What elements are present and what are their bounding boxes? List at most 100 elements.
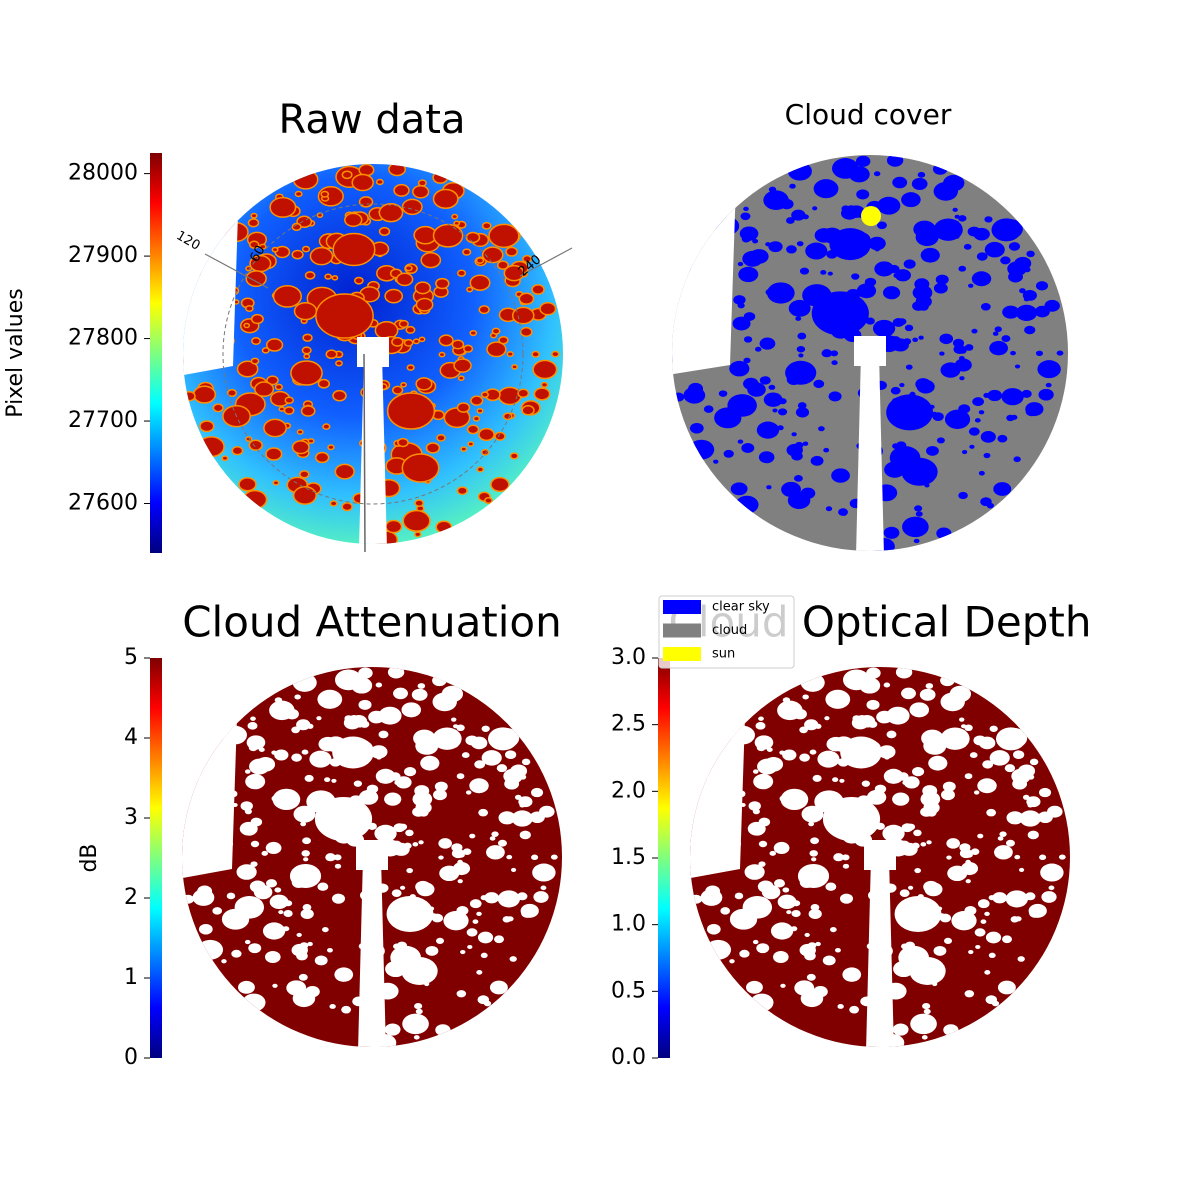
- polar-spoke: [204, 253, 269, 289]
- cloud-patch: [477, 931, 494, 944]
- cloud-patch: [741, 235, 751, 243]
- cloud-patch: [245, 270, 267, 288]
- cloud-patch: [816, 183, 824, 190]
- cloud-patch: [456, 773, 465, 780]
- cloud-patch: [904, 941, 916, 950]
- cloud-patch: [777, 894, 797, 910]
- cloud-patch: [683, 386, 706, 404]
- cloud-patch: [766, 485, 772, 490]
- cloud-patch: [883, 768, 904, 784]
- cloud-patch: [469, 833, 476, 839]
- cloud-patch: [385, 519, 403, 534]
- cloud-patch: [797, 864, 830, 888]
- cloud-patch: [375, 682, 383, 688]
- cloud-patch: [752, 939, 759, 945]
- cloud-patch: [413, 729, 436, 747]
- cloud-patch: [971, 271, 992, 287]
- cloud-patch: [249, 240, 260, 249]
- cloud-patch: [294, 190, 303, 198]
- cloud-patch: [291, 943, 308, 957]
- colorbar-tick-label: 0.0: [611, 1045, 646, 1070]
- cloud-patch: [304, 774, 314, 782]
- cloud-patch: [331, 893, 346, 904]
- cloud-patch: [944, 409, 971, 430]
- cloud-patch: [509, 452, 519, 460]
- cloud-patch: [250, 817, 263, 827]
- cloud-patch: [358, 789, 379, 805]
- cloud-patch: [1027, 830, 1039, 840]
- legend-swatch: [663, 647, 701, 661]
- cloud-patch: [1013, 750, 1025, 760]
- cloud-patch: [443, 910, 469, 931]
- cloud-patch: [992, 331, 999, 336]
- cloud-patch: [296, 429, 304, 435]
- cloud-patch: [272, 284, 302, 308]
- cloud-patch: [855, 155, 871, 167]
- cloud-patch: [690, 894, 703, 904]
- cloud-patch: [395, 272, 414, 287]
- cloud-patch: [518, 292, 535, 305]
- cloud-patch: [391, 336, 404, 347]
- cloud-patch: [420, 252, 442, 269]
- cloud-patch: [974, 928, 986, 937]
- cloud-patch: [387, 667, 405, 679]
- polar-label: 120: [173, 228, 202, 253]
- cloud-patch: [997, 434, 1008, 443]
- cloud-patch: [817, 750, 840, 768]
- cloud-patch: [1026, 250, 1035, 258]
- cloud-patch: [800, 989, 824, 1008]
- cloud-patch: [283, 910, 293, 918]
- cloud-patch: [269, 700, 295, 721]
- cloud-patch: [550, 854, 558, 860]
- cloud-patch: [466, 928, 478, 937]
- cloud-patch: [952, 338, 965, 348]
- cloud-patch: [940, 692, 965, 712]
- cloud-patch: [519, 830, 531, 840]
- cloud-patch: [1014, 364, 1021, 369]
- cloud-patch: [401, 957, 438, 985]
- cloud-patch: [828, 694, 836, 700]
- cloud-patch: [914, 867, 922, 874]
- cloud-patch: [743, 357, 751, 364]
- cloud-patch: [977, 833, 984, 839]
- cloud-patch: [498, 811, 516, 825]
- cloud-patch: [475, 760, 483, 767]
- cloud-patch: [786, 217, 795, 224]
- cloud-patch: [402, 1013, 429, 1035]
- cloud-patch: [1015, 304, 1038, 322]
- cloud-patch: [436, 434, 446, 442]
- cloud-patch: [723, 449, 734, 458]
- cloud-patch: [420, 755, 440, 771]
- cloud-patch: [782, 749, 797, 761]
- cloud-patch: [917, 171, 926, 178]
- cloud-patch: [300, 405, 316, 417]
- cloud-patch: [415, 1008, 423, 1015]
- cloud-patch: [244, 939, 251, 945]
- colorbar-tick-label: 27600: [68, 491, 138, 516]
- cloud-patch: [397, 437, 409, 448]
- cloud-patch: [746, 980, 763, 994]
- cloud-patch: [316, 212, 324, 218]
- cloud-patch: [486, 845, 505, 860]
- cloud-patch: [531, 350, 540, 358]
- cloud-patch: [877, 221, 887, 230]
- cloud-patch: [335, 360, 343, 367]
- cloud-patch: [828, 391, 842, 402]
- cloud-patch: [831, 468, 850, 483]
- cloud-patch: [902, 516, 929, 538]
- cloud-patch: [804, 932, 810, 938]
- cloud-patch: [789, 183, 796, 189]
- cloud-patch: [752, 769, 759, 774]
- cloud-patch: [978, 252, 985, 259]
- cloud-patch: [994, 326, 1002, 333]
- cloud-patch: [914, 505, 923, 512]
- cloud-patch: [467, 944, 473, 950]
- cloud-patch: [291, 249, 304, 260]
- cloud-patch: [378, 202, 404, 223]
- cloud-patch: [886, 730, 897, 739]
- cloud-patch: [481, 750, 502, 766]
- cloud-patch: [411, 688, 428, 701]
- cloud-patch: [432, 692, 457, 712]
- cloud-patch: [883, 682, 891, 688]
- mask: [690, 667, 748, 879]
